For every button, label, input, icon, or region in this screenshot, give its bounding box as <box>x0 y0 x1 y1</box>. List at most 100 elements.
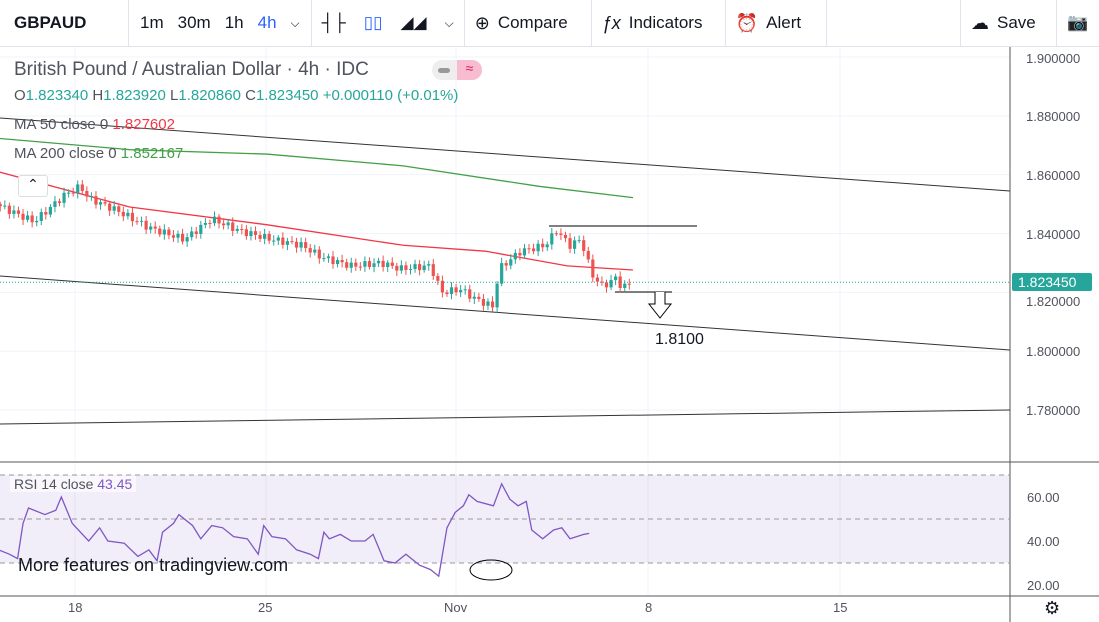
candle-body <box>53 201 57 207</box>
lower-trend-line <box>0 275 1011 351</box>
candle-body <box>513 252 517 260</box>
legend-toggle[interactable]: ≈ <box>432 60 482 80</box>
timeframe-1h[interactable]: 1h <box>224 13 244 32</box>
rsi-legend[interactable]: RSI 14 close 43.45 <box>10 476 137 492</box>
divider <box>1056 0 1057 46</box>
price-tick: 1.780000 <box>1026 403 1081 418</box>
candle-body <box>618 276 622 288</box>
candle-body <box>35 220 39 223</box>
settings-gear-icon[interactable]: ⚙ <box>1044 598 1061 618</box>
candle-body <box>509 259 513 266</box>
candle-body <box>121 211 125 217</box>
candle-body <box>176 233 180 238</box>
candle-body <box>30 215 34 223</box>
ohlc-values: O1.823340 H1.823920 L1.820860 C1.823450 … <box>14 87 458 104</box>
candle-body <box>536 243 540 252</box>
candle-body <box>427 264 431 266</box>
candle-body <box>285 241 290 245</box>
candle-body <box>627 283 631 285</box>
ma200-value: 1.852167 <box>120 145 184 162</box>
candle-body <box>518 252 522 256</box>
chevron-down-icon[interactable]: ⌵ <box>290 15 300 30</box>
candle-body <box>459 290 463 293</box>
watermark[interactable]: More features on tradingview.com <box>18 555 289 575</box>
rsi-tick: 60.00 <box>1027 490 1060 505</box>
candle-body <box>135 221 139 223</box>
ma50-legend[interactable]: MA 50 close 0 1.827602 <box>14 116 175 133</box>
candle-body <box>217 216 221 224</box>
candle-body <box>117 206 121 212</box>
divider <box>128 0 129 46</box>
price-tick: 1.800000 <box>1026 344 1081 359</box>
time-tick: 15 <box>833 600 848 615</box>
candle-body <box>203 223 207 225</box>
candle-body <box>258 234 262 239</box>
symbol-search[interactable]: GBPAUD <box>14 13 87 32</box>
legend-title: British Pound / Australian Dollar · 4h ·… <box>14 59 369 80</box>
candle-body <box>16 210 21 214</box>
upper-trend-line <box>0 117 1011 192</box>
candles-icon[interactable]: ▯▯ <box>363 13 383 32</box>
candle-body <box>126 212 130 217</box>
collapse-legend-button[interactable]: ⌃ <box>18 175 48 197</box>
candle-body <box>244 229 248 237</box>
candle-body <box>582 240 586 252</box>
save-button[interactable]: ☁ Save <box>961 0 1056 46</box>
candle-body <box>272 240 276 242</box>
candle-body <box>531 248 536 252</box>
candle-body <box>577 240 581 242</box>
compare-button[interactable]: ⊕ Compare <box>465 0 591 46</box>
close-label: C <box>245 87 256 104</box>
candle-body <box>48 206 52 215</box>
hide-icon[interactable] <box>438 68 450 73</box>
candle-body <box>354 262 358 267</box>
chevron-down-icon[interactable]: ⌵ <box>444 15 454 30</box>
candle-body <box>98 202 103 205</box>
candle-body <box>57 201 62 203</box>
indicators-label: Indicators <box>628 13 703 32</box>
change-value: +0.000110 (+0.01%) <box>322 87 459 104</box>
candle-body <box>317 249 321 259</box>
candle-body <box>500 263 504 284</box>
area-chart-icon[interactable]: ◢◢ <box>400 13 427 32</box>
bars-icon[interactable]: ┤├ <box>321 13 346 32</box>
candle-body <box>158 228 162 235</box>
candle-body <box>167 229 171 236</box>
alert-label: Alert <box>766 13 802 32</box>
candle-body <box>440 280 445 293</box>
camera-icon[interactable]: 📷 <box>1067 13 1089 32</box>
indicators-button[interactable]: ƒx Indicators <box>592 0 725 46</box>
price-tick: 1.840000 <box>1026 227 1081 242</box>
wave-icon[interactable]: ≈ <box>457 60 482 80</box>
candle-body <box>249 231 253 237</box>
candle-body <box>527 248 531 250</box>
divider <box>463 0 465 46</box>
ma200-legend[interactable]: MA 200 close 0 1.852167 <box>14 145 183 162</box>
candle-body <box>226 222 230 226</box>
candle-body <box>21 213 25 220</box>
candle-body <box>367 261 372 267</box>
current-price-tag: 1.823450 <box>1012 273 1092 291</box>
timeframe-4h[interactable]: 4h <box>257 13 277 32</box>
alarm-clock-icon: ⏰ <box>735 12 759 33</box>
ma50-value: 1.827602 <box>112 116 175 133</box>
rsi-value: 43.45 <box>97 476 133 492</box>
divider <box>590 0 592 46</box>
alert-button[interactable]: ⏰ Alert <box>726 0 826 46</box>
candle-body <box>240 229 244 231</box>
candle-body <box>522 248 527 256</box>
candle-body <box>490 301 495 308</box>
candle-body <box>340 260 344 263</box>
candle-body <box>162 229 166 235</box>
timeframe-30m[interactable]: 30m <box>177 13 211 32</box>
close-value: 1.823450 <box>255 87 319 104</box>
price-tick: 1.860000 <box>1026 168 1081 183</box>
down-arrow-icon <box>647 292 673 319</box>
price-chart[interactable] <box>0 47 1099 622</box>
function-icon: ƒx <box>601 12 621 33</box>
candle-body <box>495 283 499 308</box>
timeframe-1m[interactable]: 1m <box>140 13 164 32</box>
candle-body <box>108 203 112 211</box>
candle-body <box>591 259 595 278</box>
candle-body <box>76 184 80 194</box>
